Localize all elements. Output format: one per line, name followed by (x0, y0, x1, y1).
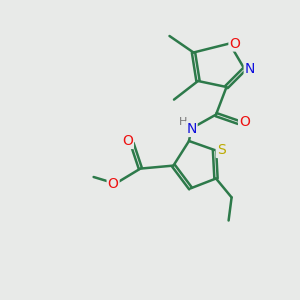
Text: N: N (245, 62, 255, 76)
Text: O: O (230, 37, 240, 50)
Text: O: O (122, 134, 133, 148)
Text: O: O (108, 177, 118, 190)
Text: N: N (186, 122, 197, 136)
Text: O: O (239, 116, 250, 129)
Text: S: S (217, 143, 226, 157)
Text: H: H (179, 117, 187, 127)
